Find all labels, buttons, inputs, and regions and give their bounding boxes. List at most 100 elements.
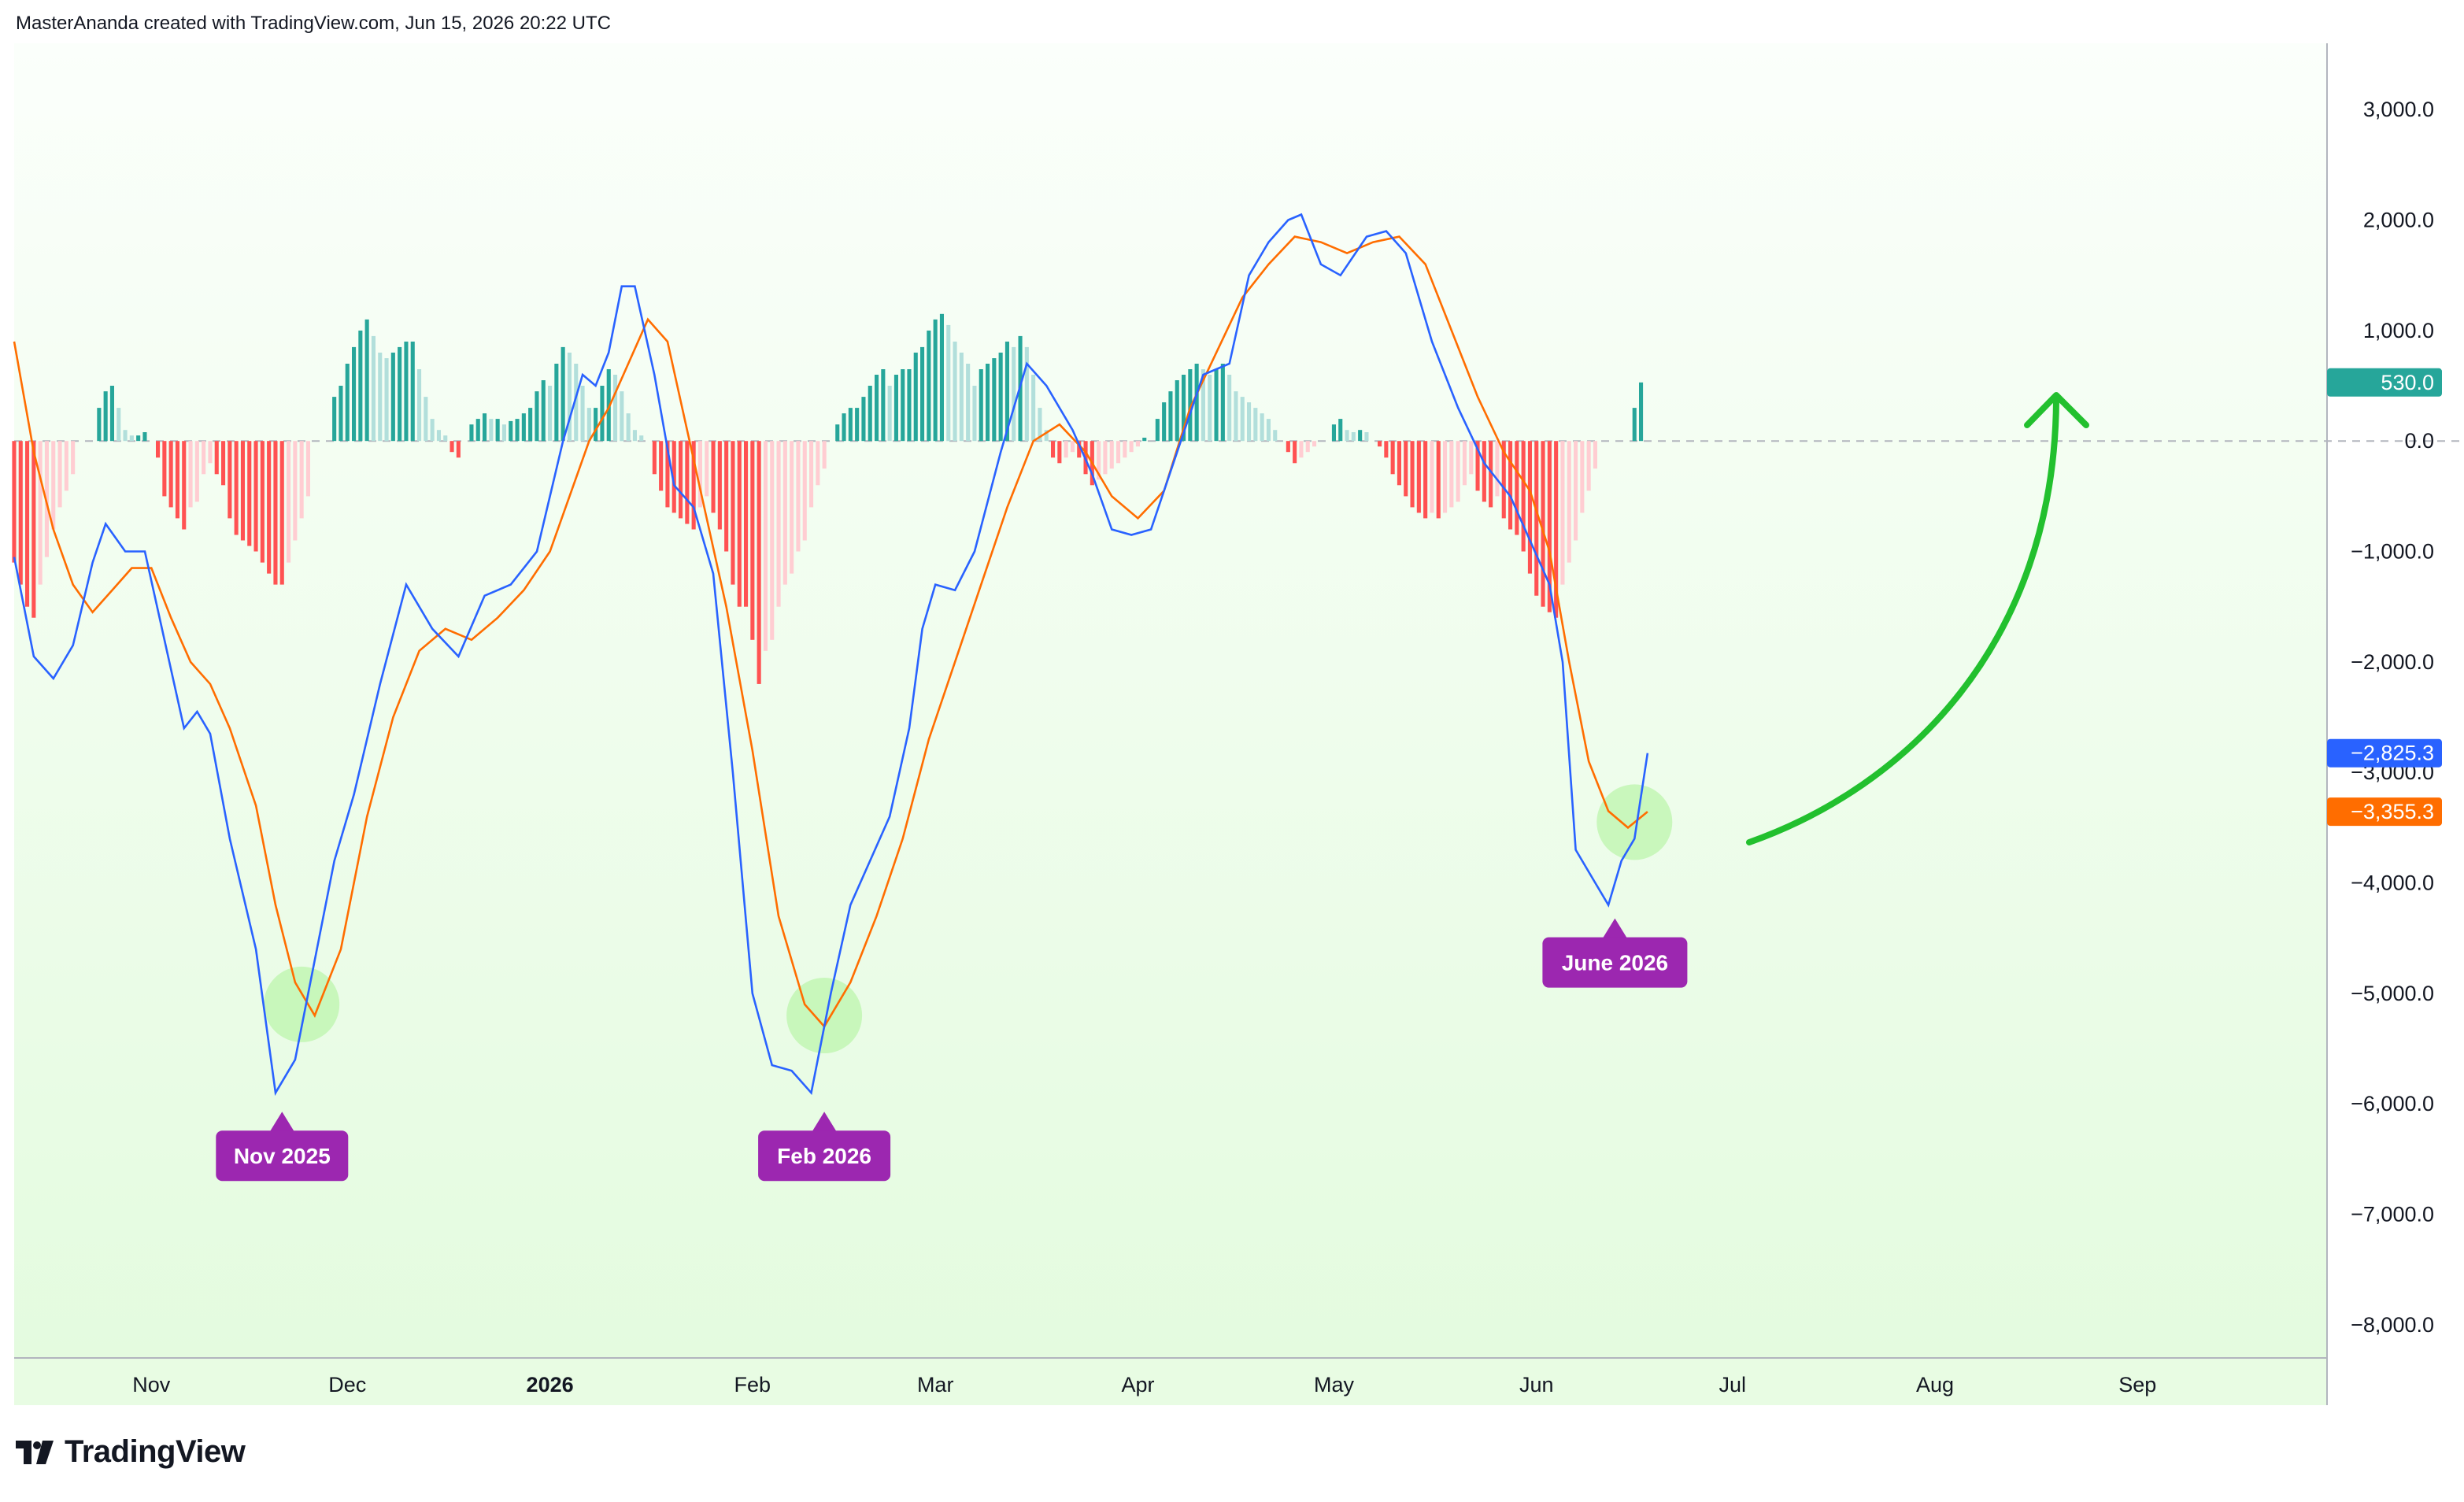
histogram-bar	[1410, 441, 1415, 508]
histogram-bar	[273, 441, 278, 585]
histogram-bar	[1378, 441, 1382, 447]
y-tick-label: 3,000.0	[2363, 98, 2434, 121]
histogram-bar	[142, 432, 147, 442]
histogram-bar	[71, 441, 76, 475]
histogram-bar	[528, 408, 533, 442]
histogram-bar	[1430, 441, 1434, 513]
histogram-bar	[1312, 441, 1317, 447]
callout-box	[758, 1130, 891, 1182]
histogram-bar	[12, 441, 17, 563]
histogram-bar	[1593, 441, 1597, 469]
histogram-bar	[332, 397, 337, 442]
x-tick-label: Sep	[2118, 1373, 2156, 1397]
histogram-bar	[1345, 430, 1349, 442]
plot-background	[14, 43, 2327, 1405]
histogram-bar	[214, 441, 219, 475]
x-tick-label: Feb	[734, 1373, 771, 1397]
histogram-bar	[1515, 441, 1519, 535]
y-tick-label: 0.0	[2404, 429, 2434, 453]
histogram-bar	[665, 441, 670, 508]
histogram-bar	[364, 319, 369, 442]
histogram-bar	[986, 364, 990, 442]
y-axis: 3,000.0 2,000.0 1,000.0 0.0 −1,000.0 −2,000.0…	[2351, 98, 2434, 1337]
y-tick-label: −8,000.0	[2351, 1313, 2434, 1337]
histogram-bar	[1201, 369, 1205, 442]
histogram-bar	[861, 397, 866, 442]
histogram-bar	[920, 346, 925, 442]
histogram-bar	[1639, 382, 1644, 442]
histogram-bar	[1580, 441, 1585, 513]
x-tick-label: Nov	[132, 1373, 171, 1397]
histogram-bar	[1031, 375, 1036, 442]
histogram-bar	[901, 369, 905, 442]
callout-label: June 2026	[1562, 951, 1668, 975]
histogram-bar	[1234, 391, 1238, 442]
histogram-bar	[194, 441, 199, 502]
callout-labels: Nov 2025 Feb 2026 June 2026	[216, 918, 1688, 1182]
histogram-bar	[260, 441, 265, 563]
histogram-bar	[594, 408, 598, 442]
histogram-bar	[182, 441, 187, 530]
histogram-bar	[711, 441, 716, 513]
histogram-bar	[483, 413, 487, 442]
histogram-bar	[913, 352, 918, 442]
callout-label: Nov 2025	[234, 1144, 331, 1168]
callout-box	[1542, 937, 1688, 988]
histogram-bar	[750, 441, 755, 640]
histogram-bar	[567, 352, 572, 442]
histogram-bar	[228, 441, 232, 519]
histogram-bar	[515, 419, 520, 442]
histogram-bar	[1247, 402, 1252, 442]
histogram-bar	[352, 346, 357, 442]
histogram-bar	[893, 375, 898, 442]
y-tick-label: −2,000.0	[2351, 650, 2434, 674]
histogram-bar	[1331, 424, 1336, 442]
histogram-bar	[1456, 441, 1460, 502]
x-tick-label: Jun	[1519, 1373, 1554, 1397]
histogram-bar	[705, 441, 709, 497]
x-tick-label: May	[1314, 1373, 1355, 1397]
histogram-bar	[835, 424, 840, 442]
y-tick-label: −6,000.0	[2351, 1092, 2434, 1115]
histogram-bar	[1109, 441, 1114, 469]
histogram-bar	[64, 441, 68, 491]
histogram-bar	[1351, 432, 1356, 442]
histogram-bar	[103, 391, 108, 442]
histogram-bar	[776, 441, 781, 607]
histogram-bar	[927, 330, 931, 442]
value-badge-label: 530.0	[2381, 371, 2434, 394]
histogram-bar	[639, 435, 644, 442]
up-arrow	[1746, 397, 2059, 845]
histogram-bar	[939, 313, 944, 442]
histogram-bar	[1299, 441, 1304, 458]
histogram-bar	[208, 441, 213, 464]
callout-box	[216, 1130, 349, 1182]
value-badge	[2327, 738, 2442, 768]
histogram-bar	[417, 369, 422, 442]
histogram-bar	[998, 352, 1003, 442]
histogram-bar	[109, 386, 114, 442]
histogram-bar	[1155, 419, 1160, 442]
y-tick-label: 2,000.0	[2363, 209, 2434, 232]
histogram-bar	[97, 408, 102, 442]
histogram-bar	[632, 430, 637, 442]
histogram-bar	[1404, 441, 1408, 497]
histogram-bar	[1012, 346, 1016, 442]
histogram-bar	[57, 441, 62, 508]
tradingview-logo[interactable]: TradingView	[16, 1434, 246, 1470]
histogram-bar	[293, 441, 298, 541]
histogram-bar	[554, 364, 559, 442]
value-badge-label: −3,355.3	[2351, 800, 2434, 823]
histogram-bar	[240, 441, 245, 541]
histogram-bar	[671, 441, 676, 513]
histogram-bar	[881, 369, 886, 442]
y-tick-label: −5,000.0	[2351, 982, 2434, 1005]
histogram-bar	[456, 441, 461, 458]
signal-line	[13, 235, 1648, 1029]
x-tick-label: Jul	[1719, 1373, 1747, 1397]
x-axis: Nov Dec 2026 Feb Mar Apr May Jun Jul Aug Sep	[132, 1373, 2156, 1397]
histogram-bar	[1436, 441, 1441, 519]
histogram-bar	[234, 441, 239, 535]
histogram-bar	[168, 441, 173, 508]
